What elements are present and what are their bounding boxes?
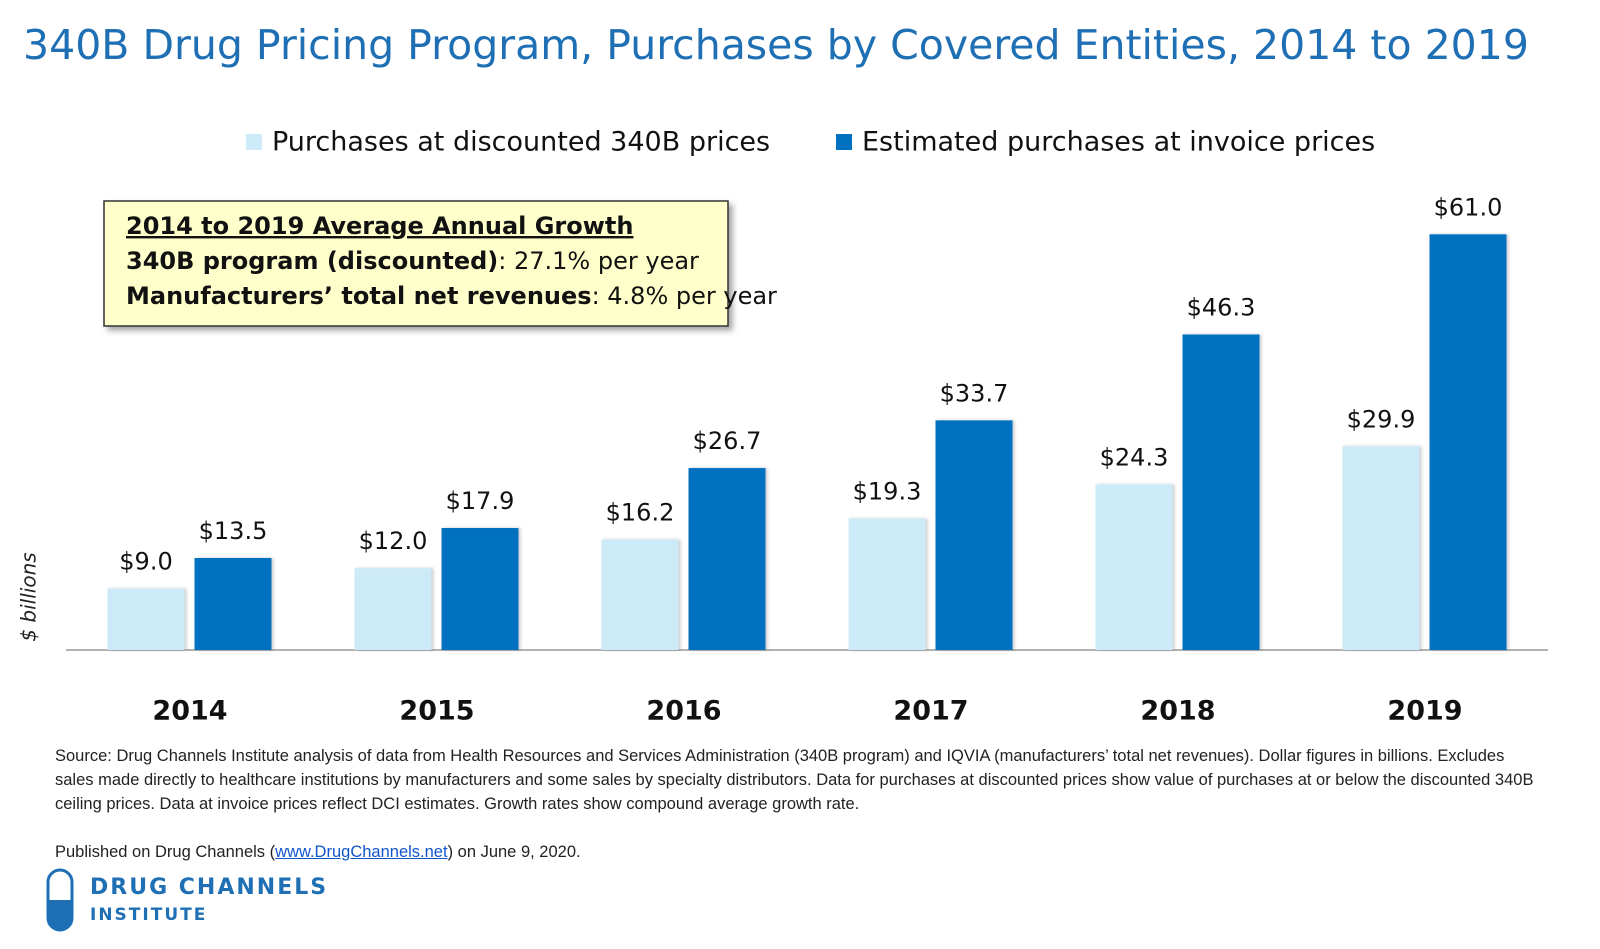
published-text: Published on Drug Channels ( xyxy=(55,843,276,861)
annotation-box: 2014 to 2019 Average Annual Growth 340B … xyxy=(103,200,777,327)
published-text: ) on June 9, 2020. xyxy=(447,843,581,861)
value-label: $29.9 xyxy=(1347,405,1416,433)
bar xyxy=(601,539,679,650)
value-label: $9.0 xyxy=(119,548,172,576)
bar xyxy=(1095,484,1173,650)
x-tick-label: 2017 xyxy=(893,696,968,727)
bar xyxy=(1342,446,1420,650)
x-tick-label: 2016 xyxy=(646,696,721,727)
source-note: Source: Drug Channels Institute analysis… xyxy=(55,747,1534,813)
value-label: $13.5 xyxy=(199,517,268,545)
bar xyxy=(441,528,519,650)
value-label: $17.9 xyxy=(446,487,515,515)
legend-swatch xyxy=(246,134,262,150)
y-axis-label: $ billions xyxy=(17,552,41,641)
annotation-label: Manufacturers’ total net revenues xyxy=(126,282,592,310)
value-label: $33.7 xyxy=(940,379,1009,407)
value-label: $26.7 xyxy=(693,427,762,455)
logo-icon-fill xyxy=(48,900,72,930)
x-tick-label: 2019 xyxy=(1387,696,1462,727)
bar xyxy=(1182,334,1260,650)
link[interactable]: www.DrugChannels.net xyxy=(275,843,448,861)
legend-swatch xyxy=(836,134,852,150)
value-label: $46.3 xyxy=(1187,293,1256,321)
bar xyxy=(688,468,766,650)
annotation-background xyxy=(103,200,729,327)
annotation-title: 2014 to 2019 Average Annual Growth xyxy=(126,212,633,240)
bar xyxy=(354,568,432,650)
value-label: $24.3 xyxy=(1100,443,1169,471)
bar xyxy=(1429,234,1507,651)
published-note: Published on Drug Channels (www.DrugChan… xyxy=(55,840,1545,864)
annotation-line: Manufacturers’ total net revenues: 4.8% … xyxy=(126,282,777,310)
x-tick-label: 2014 xyxy=(152,696,227,727)
legend-label: Estimated purchases at invoice prices xyxy=(862,127,1375,158)
value-label: $16.2 xyxy=(606,499,675,527)
annotation-label: 340B program (discounted) xyxy=(126,247,498,275)
x-tick-label: 2018 xyxy=(1140,696,1215,727)
bar xyxy=(935,420,1013,650)
chart-title: 340B Drug Pricing Program, Purchases by … xyxy=(23,21,1529,69)
bar xyxy=(848,518,926,650)
bar xyxy=(107,588,185,650)
bar xyxy=(194,558,272,650)
annotation-text: : 4.8% per year xyxy=(592,282,777,310)
logo-text: INSTITUTE xyxy=(90,905,207,925)
annotation-text: : 27.1% per year xyxy=(498,247,699,275)
logo: DRUG CHANNELS INSTITUTE xyxy=(46,868,328,932)
legend-label: Purchases at discounted 340B prices xyxy=(272,127,770,158)
annotation-line: 340B program (discounted): 27.1% per yea… xyxy=(126,247,699,275)
value-label: $12.0 xyxy=(359,527,428,555)
value-label: $61.0 xyxy=(1434,193,1503,221)
value-label: $19.3 xyxy=(853,477,922,505)
x-tick-label: 2015 xyxy=(399,696,474,727)
logo-text: DRUG CHANNELS xyxy=(90,875,328,900)
